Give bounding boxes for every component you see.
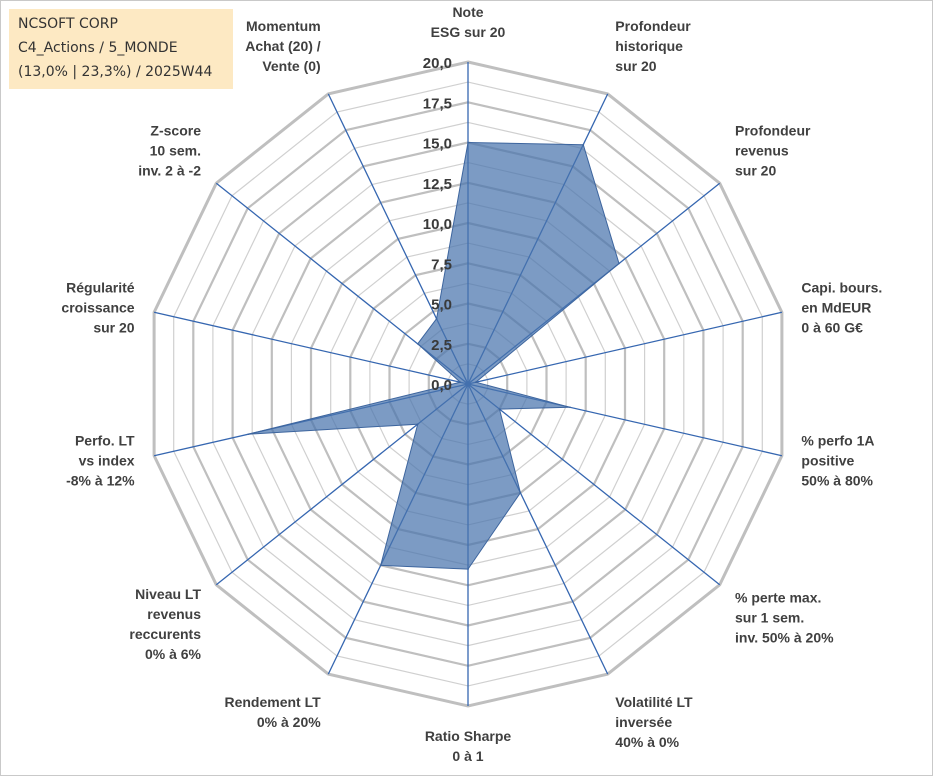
- radial-tick-labels: 0,0 2,5 5,0 7,5 10,0 12,5 15,0 17,5 20,0: [423, 55, 452, 394]
- axis-label-line: sur 20: [615, 58, 656, 74]
- data-point: [416, 343, 419, 345]
- axis-label-line: Niveau LT: [135, 586, 201, 602]
- data-point: [459, 381, 462, 384]
- axis-label-line: Momentum: [246, 18, 321, 34]
- tick-label: 17,5: [423, 95, 452, 112]
- axis-label-line: sur 20: [93, 320, 134, 336]
- axis-label-line: Rendement LT: [224, 694, 321, 710]
- spoke-line: [467, 383, 721, 586]
- axis-label-line: inversée: [615, 714, 672, 730]
- axis-labels: Note ESG sur 20 Profondeur historique sur 20…: [61, 4, 882, 764]
- data-point: [467, 141, 469, 144]
- data-point: [435, 317, 438, 320]
- axis-label-line: Z-score: [150, 122, 201, 138]
- axis-label-line: en MdEUR: [801, 300, 871, 316]
- axis-label-line: inv. 50% à 20%: [735, 630, 834, 646]
- axis-label-line: 40% à 0%: [615, 734, 679, 750]
- axis-label-line: Note: [452, 4, 483, 20]
- data-point: [582, 143, 585, 146]
- axis-label: Ratio Sharpe 0 à 1: [425, 728, 512, 764]
- axis-label-line: Vente (0): [262, 58, 320, 74]
- axis-label: Z-score 10 sem. inv. 2 à -2: [138, 122, 201, 178]
- axis-label-line: revenus: [735, 142, 789, 158]
- category-path: C4_Actions / 5_MONDE: [18, 40, 178, 56]
- axis-label-line: croissance: [61, 300, 134, 316]
- data-point: [247, 433, 250, 436]
- tick-label: 5,0: [431, 297, 452, 314]
- axis-label-line: Volatilité LT: [615, 694, 693, 710]
- axis-label-line: reccurents: [129, 626, 201, 642]
- axis-label: Rendement LT 0% à 20%: [224, 694, 321, 730]
- axis-label-line: % perfo 1A: [801, 433, 874, 449]
- axis-label: % perte max. sur 1 sem. inv. 50% à 20%: [735, 590, 834, 646]
- axis-label: Profondeur revenus sur 20: [735, 122, 811, 178]
- data-point: [379, 564, 382, 567]
- axis-label: Momentum Achat (20) / Vente (0): [245, 18, 321, 74]
- axis-label: Régularité croissance sur 20: [61, 280, 134, 336]
- data-point: [618, 262, 620, 265]
- tick-label: 2,5: [431, 337, 452, 354]
- data-point: [498, 408, 501, 410]
- axis-label-line: positive: [801, 453, 854, 469]
- company-name: NCSOFT CORP: [18, 16, 118, 32]
- axis-label: % perfo 1A positive 50% à 80%: [801, 433, 874, 489]
- axis-label-line: 0 à 1: [452, 748, 483, 764]
- axis-label-line: Profondeur: [615, 18, 691, 34]
- axis-label-line: 0 à 60 G€: [801, 320, 863, 336]
- axis-label-line: inv. 2 à -2: [138, 162, 201, 178]
- axis-label-line: revenus: [147, 606, 201, 622]
- tick-label: 7,5: [431, 256, 452, 273]
- axis-label-line: 0% à 20%: [257, 714, 321, 730]
- info-box: NCSOFT CORP C4_Actions / 5_MONDE (13,0% …: [9, 9, 233, 89]
- axis-label-line: % perte max.: [735, 590, 821, 606]
- axis-label-line: Capi. bours.: [801, 280, 882, 296]
- axis-label: Perfo. LT vs index -8% à 12%: [66, 433, 135, 489]
- data-point: [467, 568, 469, 570]
- axis-label-line: 10 sem.: [150, 142, 201, 158]
- axis-label-line: Profondeur: [735, 122, 811, 138]
- tick-label: 0,0: [431, 377, 452, 394]
- axis-label-line: Régularité: [66, 280, 135, 296]
- data-point: [475, 381, 477, 384]
- axis-label-line: -8% à 12%: [66, 473, 135, 489]
- radar-series: [247, 141, 620, 570]
- spoke-line: [153, 311, 469, 385]
- data-point: [416, 423, 419, 426]
- axis-label-line: Perfo. LT: [75, 433, 135, 449]
- axis-label: Niveau LT revenus reccurents 0% à 6%: [129, 586, 201, 662]
- spoke-line: [467, 311, 783, 385]
- tick-label: 12,5: [423, 176, 452, 193]
- tick-label: 10,0: [423, 216, 452, 233]
- axis-label-line: historique: [615, 38, 683, 54]
- axis-label: Profondeur historique sur 20: [615, 18, 691, 74]
- axis-label-line: 50% à 80%: [801, 473, 873, 489]
- axis-label-line: Ratio Sharpe: [425, 728, 512, 744]
- tick-label: 15,0: [423, 136, 452, 153]
- axis-label: Note ESG sur 20: [431, 4, 506, 40]
- axis-label-line: ESG sur 20: [431, 24, 506, 40]
- data-point: [569, 406, 571, 409]
- axis-label-line: sur 20: [735, 162, 776, 178]
- tick-label: 20,0: [423, 55, 452, 72]
- axis-label-line: Achat (20) /: [245, 38, 321, 54]
- axis-label: Capi. bours. en MdEUR 0 à 60 G€: [801, 280, 882, 336]
- data-point: [519, 492, 522, 494]
- ratio-period: (13,0% | 23,3%) / 2025W44: [18, 64, 213, 80]
- axis-label-line: vs index: [79, 453, 135, 469]
- axis-label-line: 0% à 6%: [145, 646, 202, 662]
- axis-label: Volatilité LT inversée 40% à 0%: [615, 694, 693, 750]
- axis-label-line: sur 1 sem.: [735, 610, 804, 626]
